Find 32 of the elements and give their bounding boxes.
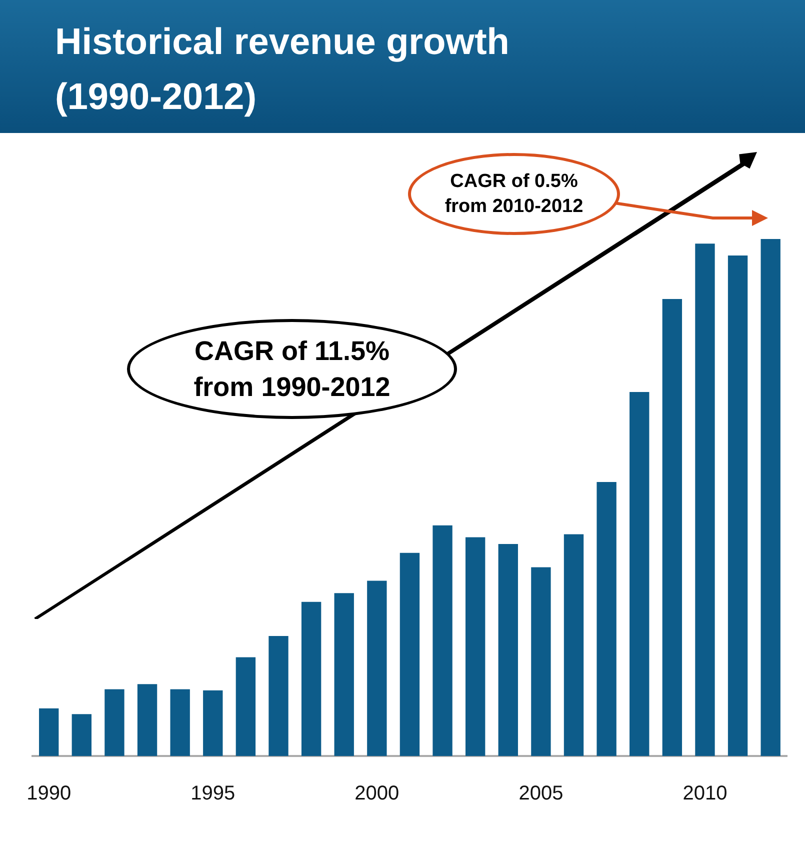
- bar: [531, 567, 551, 756]
- bar: [203, 690, 223, 756]
- bar: [39, 708, 59, 756]
- bar: [72, 714, 92, 756]
- bar: [104, 689, 124, 756]
- bar: [596, 482, 616, 756]
- oval-callout: CAGR of 0.5% from 2010-2012: [408, 153, 620, 235]
- bar: [170, 689, 190, 756]
- bar: [498, 544, 518, 756]
- bar: [662, 298, 682, 756]
- bar: [367, 580, 387, 756]
- bar: [760, 239, 780, 756]
- chart-title: Historical revenue growth (1990-2012): [55, 20, 510, 119]
- bar: [268, 636, 288, 756]
- bar: [334, 593, 354, 756]
- bar: [400, 552, 420, 756]
- oval-callout: CAGR of 11.5% from 1990-2012: [127, 319, 457, 419]
- bar: [728, 256, 748, 756]
- bar: [137, 684, 158, 756]
- x-tick-label: 2010: [682, 782, 728, 805]
- x-tick-label: 2005: [518, 782, 564, 805]
- x-tick-label: 1995: [190, 782, 236, 805]
- bar: [630, 392, 650, 756]
- annotation: CAGR of 11.5% from 1990-2012: [192, 335, 392, 404]
- bar: [236, 657, 256, 756]
- x-tick-label: 2000: [354, 782, 400, 805]
- x-tick-label: 1990: [26, 782, 72, 805]
- bar: [564, 534, 584, 756]
- bar: [432, 525, 452, 756]
- bar: [695, 244, 715, 756]
- bar: [465, 537, 486, 756]
- bar: [301, 602, 322, 756]
